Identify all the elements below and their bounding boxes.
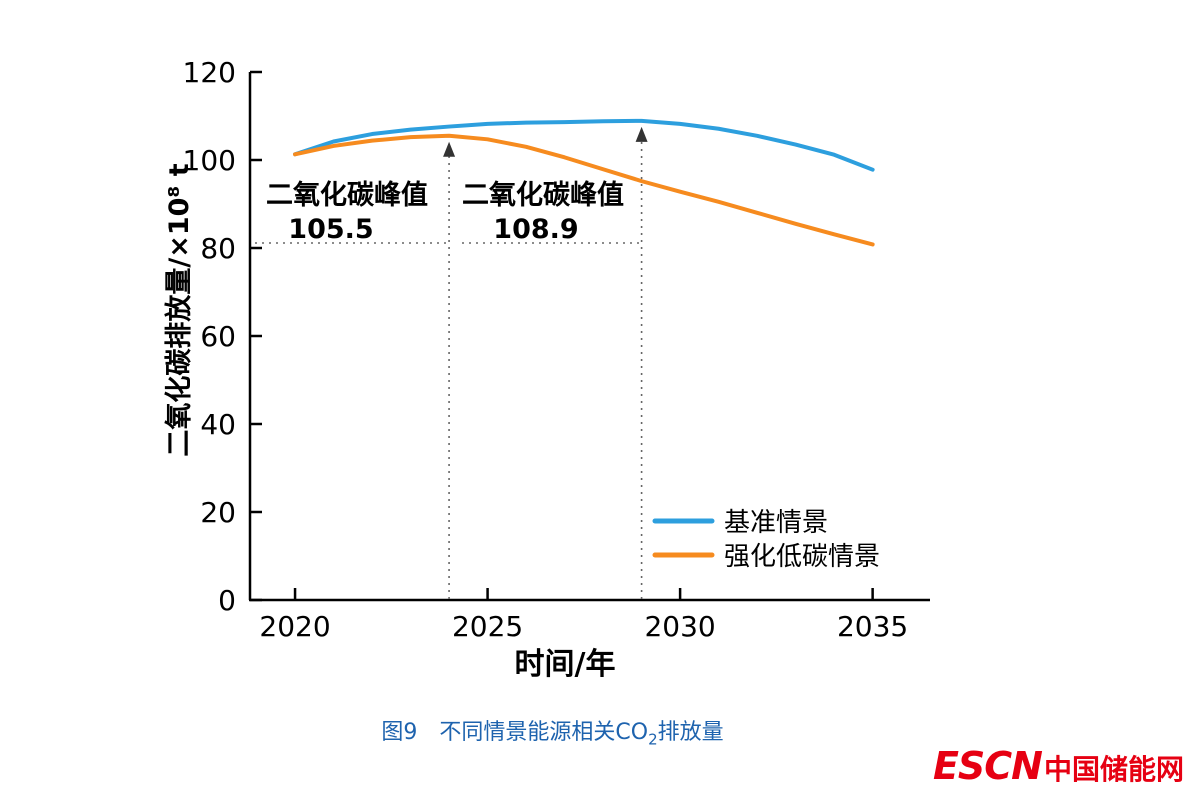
y-axis-title: 二氧化碳排放量/×10⁸ t: [163, 163, 195, 456]
y-tick-label: 100: [183, 144, 236, 177]
series-lines: [293, 118, 875, 247]
y-tick-label: 120: [183, 56, 236, 89]
escn-logo: ESCN中国储能网: [933, 744, 1184, 788]
y-tick-label: 60: [200, 320, 236, 353]
x-tick-label: 2035: [837, 610, 908, 643]
peak-annotation-label: 二氧化碳峰值: [462, 180, 624, 211]
peak-annotation-value: 105.5: [288, 214, 373, 245]
x-axis-title: 时间/年: [515, 647, 616, 682]
y-tick-label: 20: [200, 496, 236, 529]
peak-arrow-icon: [443, 141, 456, 157]
y-tick-label: 0: [218, 584, 236, 617]
caption-suffix: 排放量: [657, 720, 724, 745]
figure-caption: 图9 不同情景能源相关CO2排放量: [0, 714, 1105, 748]
x-tick-label: 2020: [259, 610, 330, 643]
x-tick-label: 2030: [644, 610, 715, 643]
peak-annotation-value: 108.9: [493, 214, 578, 245]
legend-label-1: 强化低碳情景: [724, 542, 880, 572]
series-line-0: [293, 118, 875, 172]
series-line-1: [293, 133, 875, 247]
co2-emissions-chart: 0 20 40 60 80 100 120 2020 2025 2030 2035 时间/年 二氧化碳排…: [163, 56, 930, 682]
axes: 0 20 40 60 80 100 120 2020 2025 2030 2035 时间/年 二氧化碳排…: [163, 56, 930, 682]
y-tick-label: 80: [200, 232, 236, 265]
caption-prefix: 图9 不同情景能源相关CO: [381, 720, 649, 745]
peak-annotation-label: 二氧化碳峰值: [266, 180, 428, 211]
legend-label-0: 基准情景: [724, 508, 828, 538]
peak-arrow-icon: [635, 126, 648, 142]
x-tick-label: 2025: [452, 610, 523, 643]
y-tick-label: 40: [200, 408, 236, 441]
caption-subscript: 2: [648, 730, 658, 749]
escn-logo-cn-text: 中国储能网: [1043, 753, 1184, 786]
escn-logo-en-text: ESCN: [932, 744, 1043, 788]
